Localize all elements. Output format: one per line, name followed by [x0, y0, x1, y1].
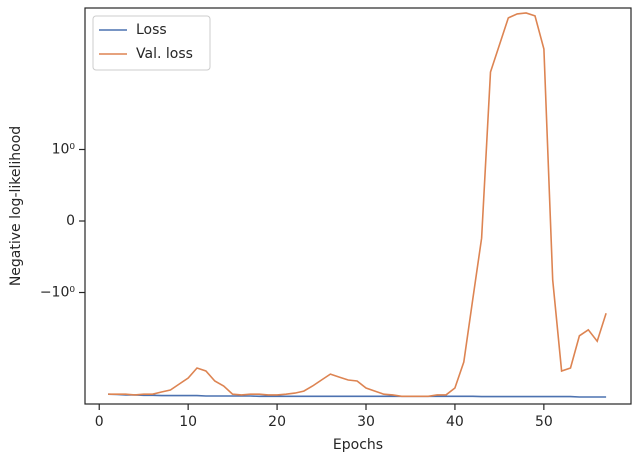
- x-tick-label: 10: [179, 414, 197, 430]
- data-line: [108, 12, 607, 398]
- x-tick-label: 30: [357, 414, 375, 430]
- legend-label: Val. loss: [136, 46, 193, 62]
- x-tick-label: 40: [446, 414, 464, 430]
- x-tick-label: 20: [268, 414, 286, 430]
- x-tick-label: 50: [535, 414, 553, 430]
- x-tick-label: 0: [95, 414, 104, 430]
- data-line: [108, 393, 607, 398]
- y-tick-label: 10⁰: [52, 141, 76, 157]
- y-axis-label: Negative log-likelihood: [8, 126, 24, 286]
- legend-label: Loss: [136, 22, 167, 38]
- x-axis-label: Epochs: [333, 437, 383, 453]
- y-tick-label: −10⁰: [40, 285, 76, 301]
- plot-frame: [84, 7, 632, 405]
- y-tick-label: 0: [66, 213, 75, 229]
